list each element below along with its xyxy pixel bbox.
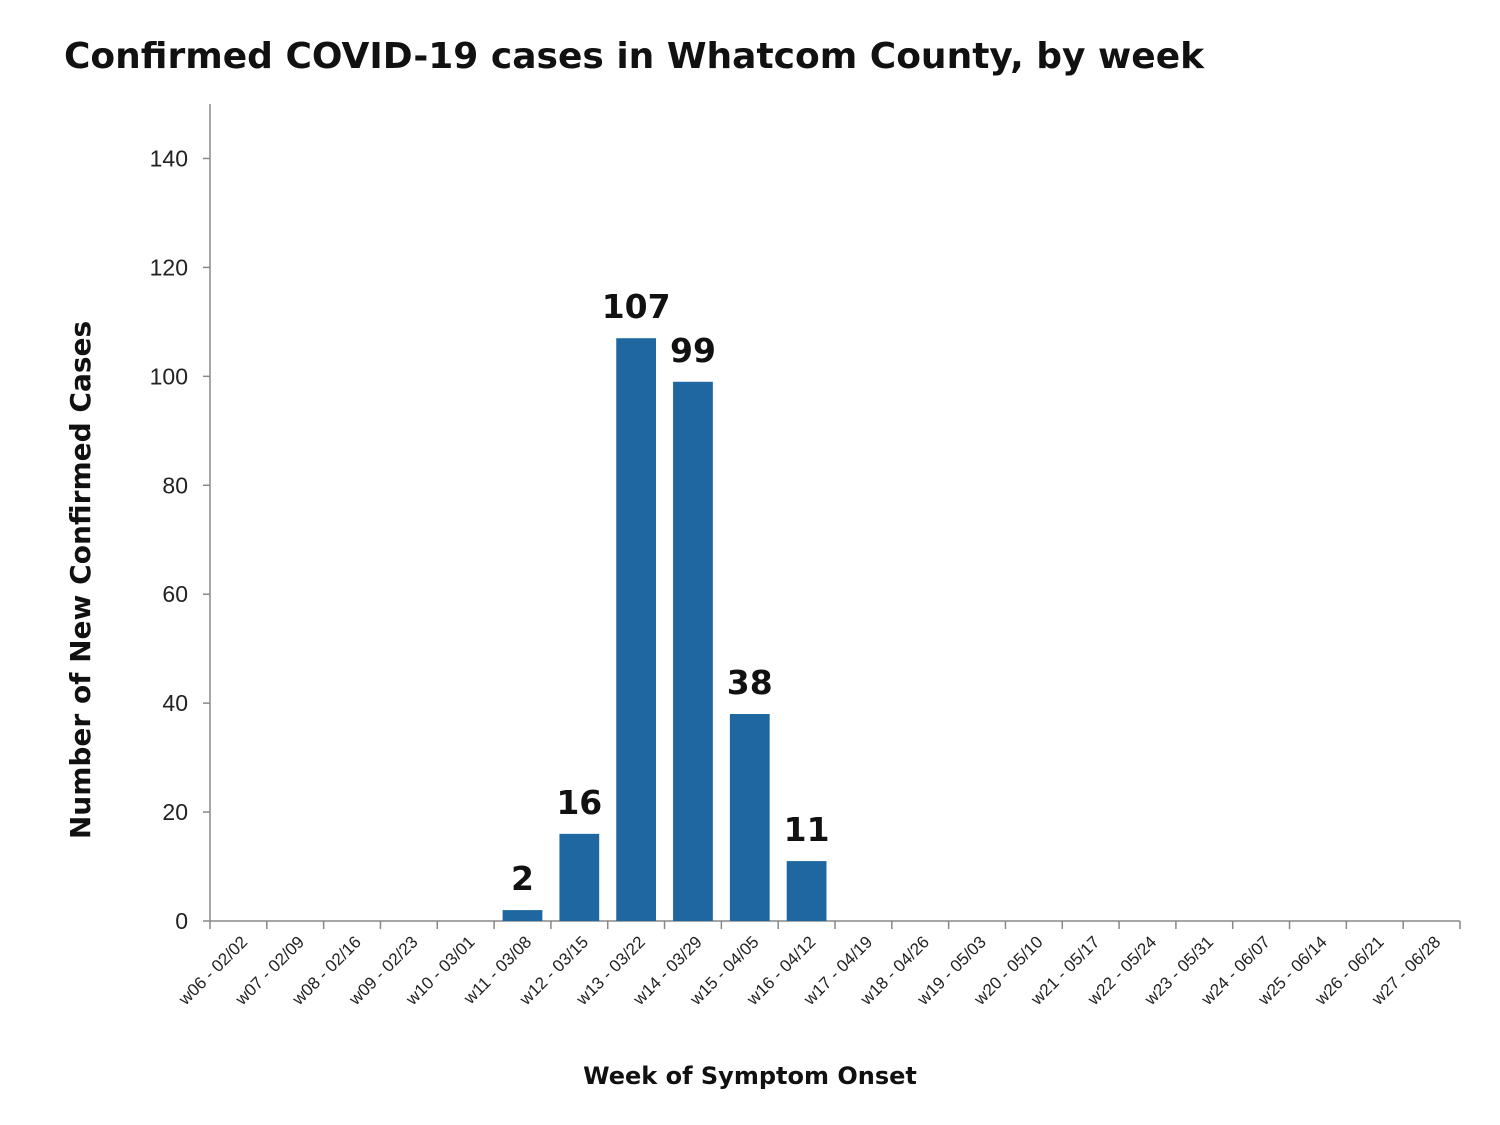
data-label: 2 <box>511 859 534 898</box>
y-axis: 0 20 40 60 80 100 120 140 <box>150 104 211 934</box>
bar <box>616 338 657 921</box>
y-tick-label: 120 <box>150 254 188 280</box>
bar <box>673 381 713 921</box>
bar <box>786 861 827 921</box>
bar <box>729 714 770 921</box>
y-tick-label: 140 <box>150 145 188 171</box>
bar <box>502 910 543 921</box>
y-tick-label: 100 <box>150 363 188 389</box>
bar <box>559 833 600 921</box>
data-label: 99 <box>670 331 716 370</box>
chart-title: Confirmed COVID-19 cases in Whatcom Coun… <box>64 36 1205 77</box>
y-axis-title: Number of New Confirmed Cases <box>64 321 97 839</box>
y-tick-label: 60 <box>162 581 188 607</box>
x-axis-title: Week of Symptom Onset <box>583 1062 917 1090</box>
y-tick-label: 0 <box>175 908 188 934</box>
data-label: 38 <box>727 663 773 702</box>
y-tick-label: 40 <box>162 690 188 716</box>
data-labels: 2 16 107 99 38 11 <box>511 287 830 898</box>
data-label: 107 <box>602 287 671 326</box>
y-tick-label: 80 <box>162 472 188 498</box>
data-label: 11 <box>784 810 830 849</box>
data-label: 16 <box>556 783 602 822</box>
bars <box>502 338 827 921</box>
y-tick-label: 20 <box>162 799 188 825</box>
